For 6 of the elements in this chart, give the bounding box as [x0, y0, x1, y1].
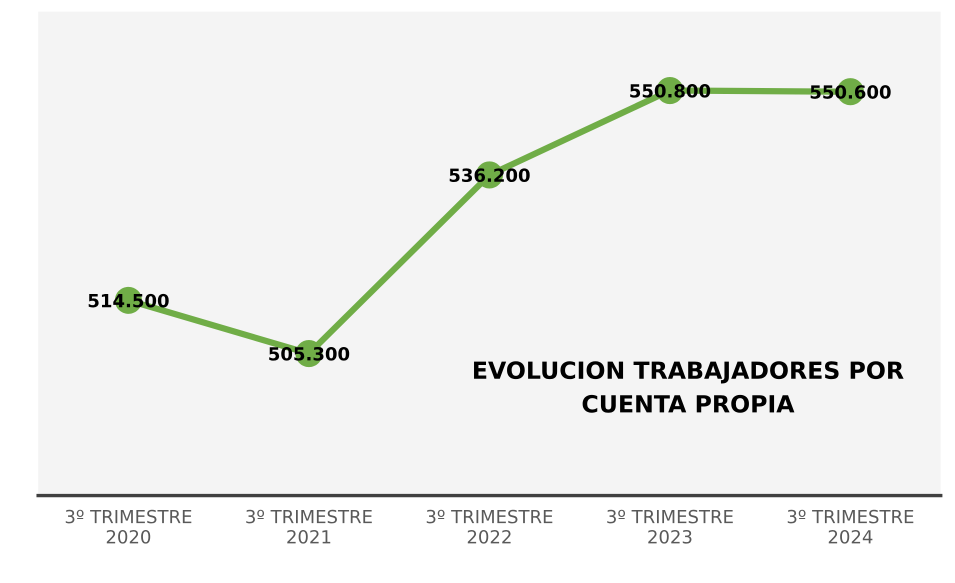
- x-tick-label: 3º TRIMESTRE 2023: [607, 510, 733, 544]
- text: EVOLUCION TRABAJADORES POR CUENTA PROPIA: [474, 361, 904, 413]
- x-tick-label: 3º TRIMESTRE 2021: [246, 510, 372, 544]
- x-tick-label: 3º TRIMESTRE 2024: [788, 510, 914, 544]
- x-tick-label: 3º TRIMESTRE 2022: [426, 510, 552, 544]
- x-tick-label: 3º TRIMESTRE 2020: [66, 510, 192, 544]
